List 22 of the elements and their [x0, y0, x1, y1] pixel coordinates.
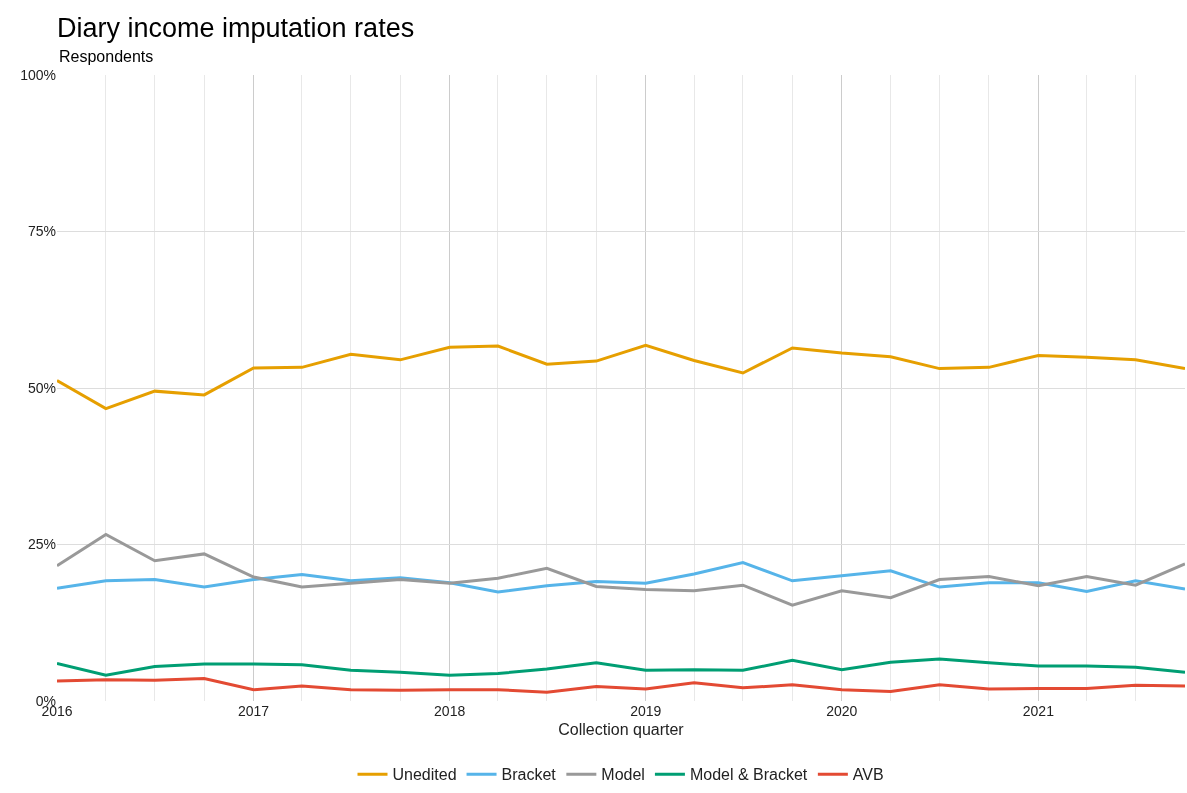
x-tick-label: 2019 — [630, 703, 662, 719]
y-tick-label: 50% — [27, 379, 56, 396]
chart-subtitle: Respondents — [59, 48, 154, 65]
legend-label: Bracket — [501, 766, 557, 784]
line-series — [57, 561, 1185, 594]
legend-label: Model — [601, 766, 645, 784]
x-tick-label: 2020 — [826, 703, 858, 719]
y-tick-label: 25% — [27, 536, 56, 553]
line-series — [57, 343, 1185, 411]
x-axis-title: Collection quarter — [558, 720, 685, 738]
y-tick-label: 75% — [27, 223, 56, 240]
legend-label: Unedited — [392, 766, 457, 784]
chart-title: Diary income imputation rates — [57, 13, 415, 44]
line-series — [57, 532, 1185, 607]
x-tick-label: 2021 — [1022, 703, 1055, 719]
legend-label: Model & Bracket — [689, 766, 808, 784]
legend-label: AVB — [852, 766, 884, 784]
y-tick-label: 100% — [20, 66, 56, 83]
line-series — [57, 676, 1185, 694]
x-tick-label: 2017 — [238, 703, 270, 719]
x-tick-label: 2018 — [434, 703, 466, 719]
line-series — [57, 657, 1185, 677]
